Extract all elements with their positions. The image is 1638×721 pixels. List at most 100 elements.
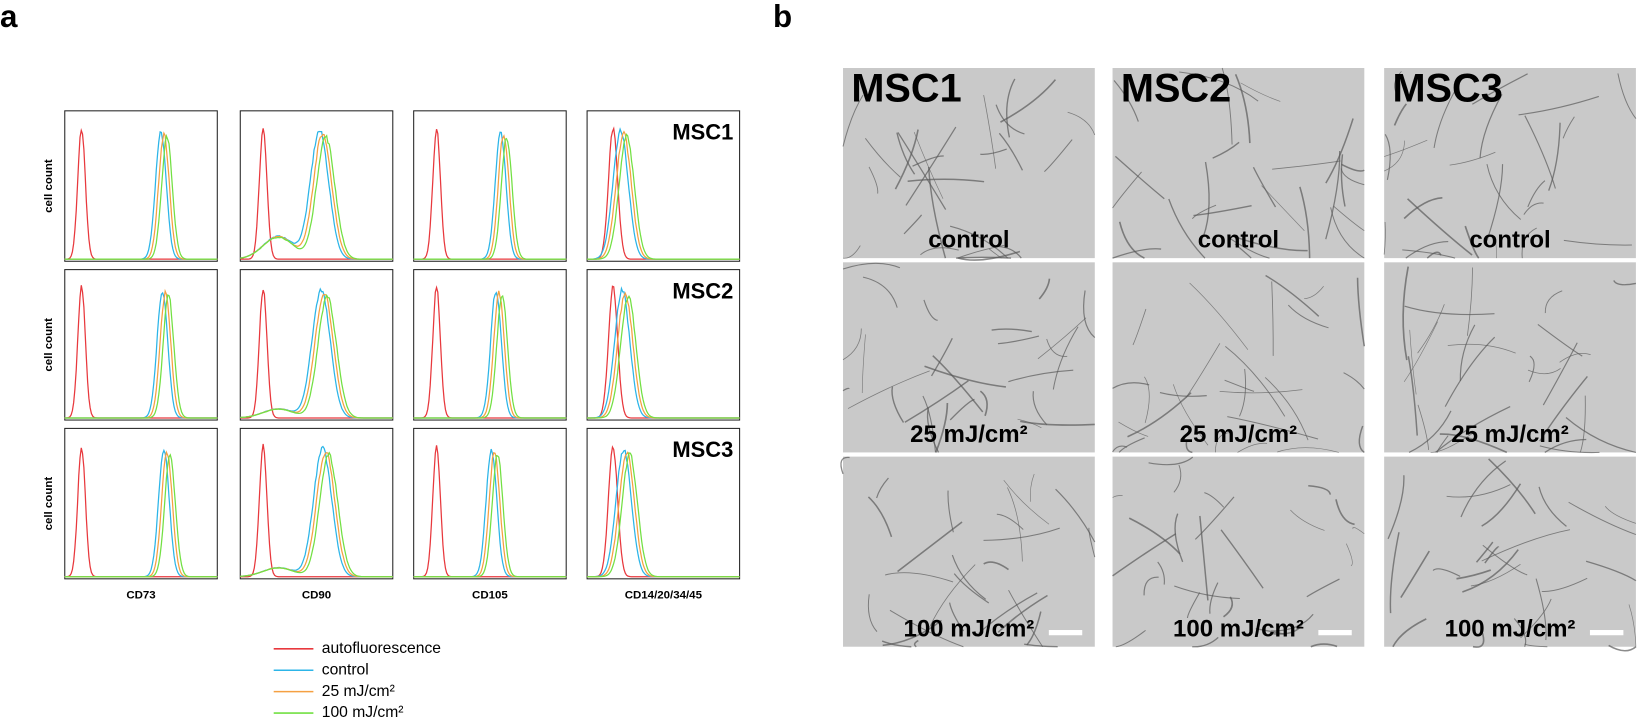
marker-label: CD14/20/34/45 bbox=[625, 590, 703, 602]
cell bbox=[1046, 338, 1068, 357]
image-grid: control MSC1 25 mJ/cm² 100 mJ/cm² control MSC… bbox=[840, 66, 1637, 652]
cell bbox=[980, 148, 1007, 155]
cell bbox=[1308, 484, 1332, 495]
cell bbox=[1462, 549, 1519, 593]
cell bbox=[1037, 317, 1087, 360]
condition-label: 100 mJ/cm² bbox=[1445, 615, 1576, 642]
cell bbox=[927, 166, 947, 259]
cell bbox=[1237, 442, 1268, 453]
cell bbox=[1029, 473, 1035, 502]
cell bbox=[1562, 116, 1575, 139]
legend-label: 25 mJ/cm² bbox=[322, 683, 395, 700]
cell bbox=[1264, 377, 1309, 441]
cell bbox=[1409, 329, 1417, 395]
cell bbox=[1112, 248, 1162, 259]
cell bbox=[1223, 596, 1234, 618]
cell bbox=[983, 95, 997, 169]
cell bbox=[1400, 550, 1430, 598]
histogram-curve bbox=[64, 453, 218, 578]
cell bbox=[1265, 274, 1320, 317]
cell bbox=[1472, 73, 1528, 105]
cell bbox=[997, 594, 1048, 633]
cell bbox=[1394, 71, 1402, 93]
cell bbox=[1006, 78, 1016, 138]
cell bbox=[1199, 515, 1209, 601]
cell bbox=[1433, 75, 1465, 149]
cell bbox=[1186, 592, 1201, 619]
cell bbox=[947, 490, 954, 533]
cell bbox=[1174, 585, 1240, 600]
cell bbox=[1466, 267, 1473, 336]
cell bbox=[1472, 632, 1485, 648]
cell bbox=[1185, 343, 1221, 398]
cell bbox=[1541, 577, 1588, 592]
cell bbox=[1470, 563, 1521, 587]
cell bbox=[991, 328, 1032, 333]
cell bbox=[1240, 82, 1281, 102]
cell bbox=[988, 248, 1002, 259]
cell bbox=[1032, 391, 1048, 426]
cell bbox=[1118, 221, 1145, 259]
histogram-curve bbox=[587, 133, 740, 260]
cell bbox=[1219, 389, 1303, 394]
histogram-curve bbox=[413, 294, 567, 419]
cell bbox=[1524, 643, 1548, 648]
sample-label: MSC1 bbox=[851, 66, 961, 110]
cell bbox=[1520, 598, 1552, 639]
micrograph bbox=[1384, 262, 1636, 453]
cell bbox=[1112, 171, 1142, 209]
cell bbox=[1341, 163, 1365, 172]
cell bbox=[1148, 456, 1194, 466]
cell bbox=[1212, 141, 1240, 159]
cell bbox=[1447, 343, 1516, 354]
cell bbox=[1261, 185, 1305, 231]
cell bbox=[958, 250, 1021, 261]
cell bbox=[1179, 71, 1259, 102]
cell bbox=[1449, 151, 1496, 166]
cell bbox=[1352, 527, 1365, 535]
cell bbox=[868, 166, 879, 194]
cell bbox=[1024, 643, 1058, 648]
cell bbox=[847, 370, 930, 409]
cell bbox=[998, 132, 1024, 171]
cell bbox=[1527, 368, 1561, 375]
cell bbox=[1494, 237, 1497, 259]
cell bbox=[842, 262, 901, 270]
micrograph bbox=[1112, 68, 1365, 259]
cell bbox=[1168, 198, 1206, 259]
cell bbox=[1384, 139, 1428, 157]
cell bbox=[1159, 391, 1207, 397]
cell bbox=[913, 639, 919, 648]
cell bbox=[1481, 529, 1571, 562]
cell bbox=[1387, 475, 1405, 540]
cell bbox=[1459, 324, 1476, 382]
sample-label: MSC2 bbox=[672, 278, 733, 303]
cell bbox=[1439, 433, 1508, 454]
cell bbox=[1252, 166, 1277, 208]
cell bbox=[1358, 425, 1365, 454]
cell bbox=[1542, 342, 1578, 406]
cell bbox=[1430, 433, 1473, 453]
cell bbox=[1272, 160, 1341, 170]
cell bbox=[1544, 290, 1563, 314]
histogram-curve bbox=[240, 451, 393, 578]
cell bbox=[923, 299, 938, 321]
cell bbox=[949, 398, 975, 421]
cell bbox=[1481, 483, 1522, 527]
cell bbox=[1221, 67, 1233, 145]
sample-label: MSC1 bbox=[672, 120, 733, 145]
sample-label: MSC3 bbox=[672, 437, 733, 462]
cell bbox=[1417, 404, 1430, 451]
cell bbox=[876, 477, 889, 499]
cell bbox=[929, 564, 976, 628]
cell bbox=[1330, 207, 1365, 259]
histogram-curve bbox=[587, 295, 740, 419]
cell bbox=[1405, 240, 1449, 259]
cell bbox=[1157, 561, 1165, 585]
cell bbox=[1007, 487, 1023, 562]
cell bbox=[1559, 353, 1591, 363]
cell bbox=[864, 138, 901, 178]
cell bbox=[1524, 115, 1556, 189]
cell bbox=[926, 407, 940, 453]
cell bbox=[1479, 94, 1503, 159]
